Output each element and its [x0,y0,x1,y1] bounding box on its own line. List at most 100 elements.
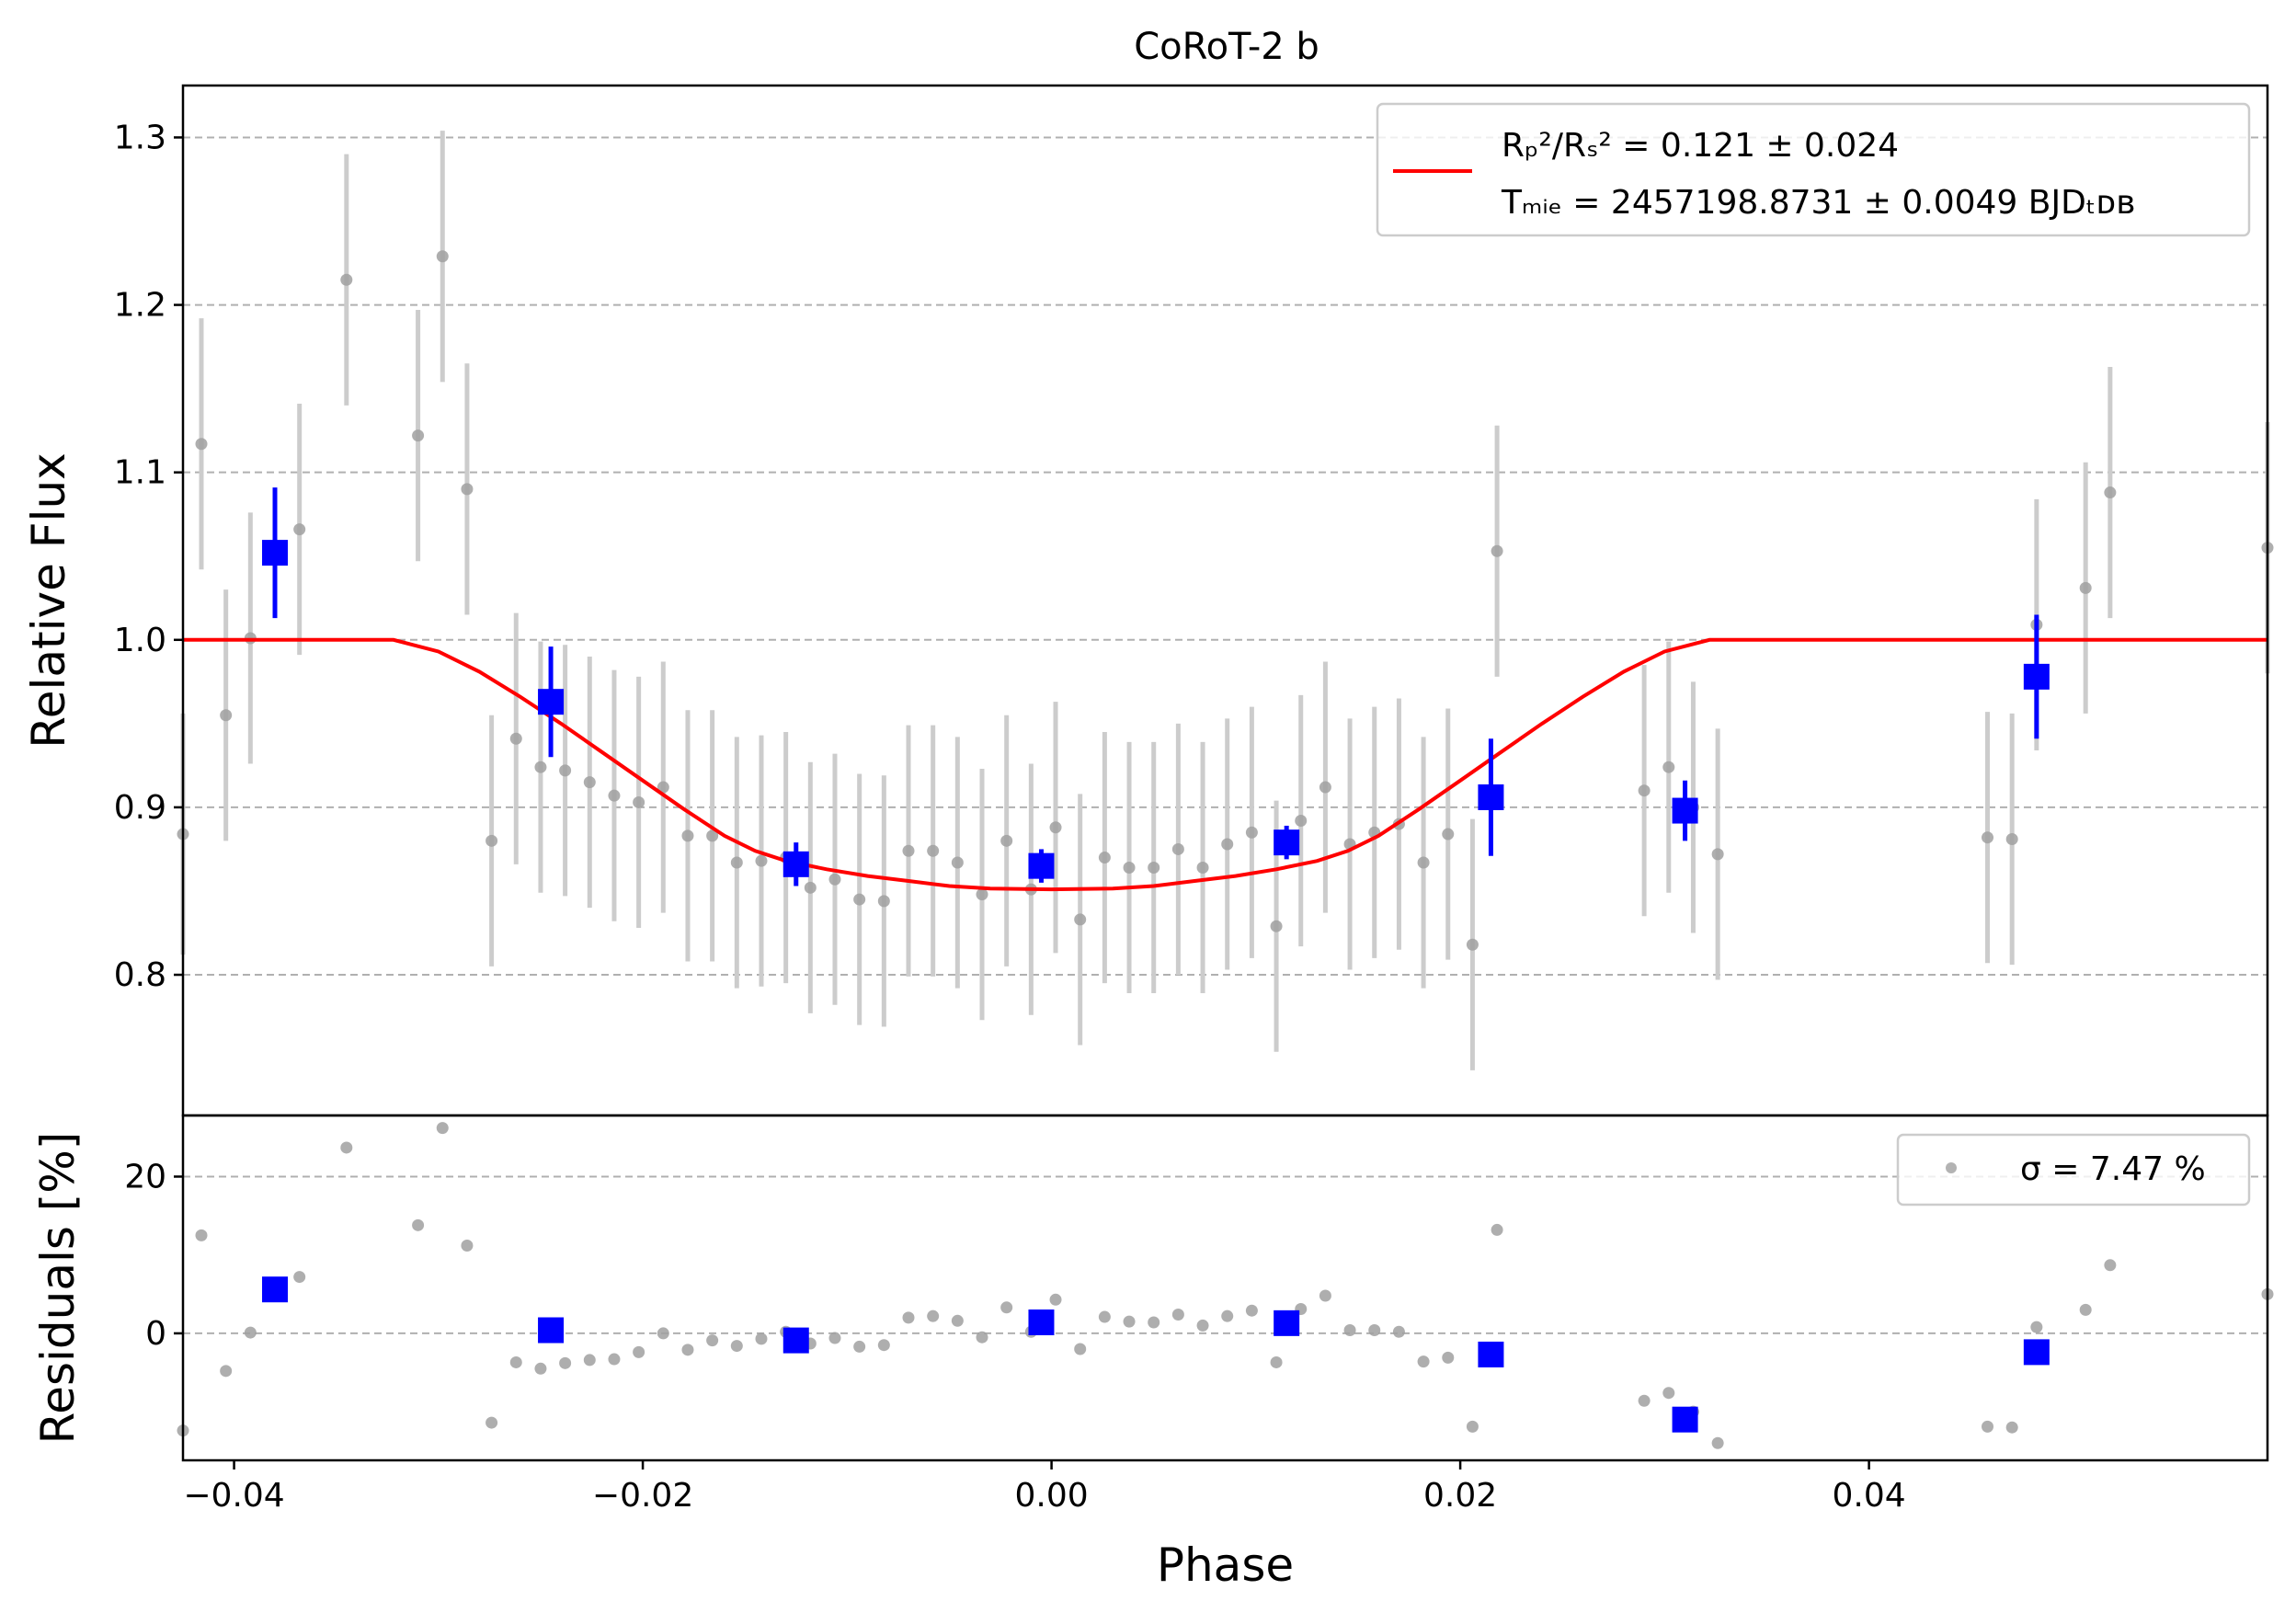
residual-point [461,1239,474,1252]
residual-point [1343,1324,1356,1337]
residual-point [1491,1223,1503,1236]
raw-point [559,764,572,777]
residual-point [1368,1324,1381,1337]
binned-residual-point [1274,1309,1300,1336]
residual-point [608,1353,621,1366]
top-binned-series [262,487,2050,886]
residual-point [1638,1394,1651,1407]
residual-point [1123,1315,1136,1328]
residual-point [2030,1321,2043,1333]
raw-point [220,709,233,722]
raw-point [927,844,940,857]
binned-point [782,851,809,877]
raw-point [1466,938,1479,951]
transit-model-line [183,637,2267,892]
raw-point [1123,861,1136,874]
binned-residual-point [782,1327,809,1354]
residual-point [340,1141,353,1154]
residual-point [1392,1325,1405,1338]
raw-point [1221,838,1234,851]
raw-point [755,854,768,867]
x-tick-label: 0.00 [1015,1477,1089,1515]
x-axis-label: Phase [1157,1538,1294,1592]
residual-point [1711,1436,1724,1449]
binned-residual-point [1028,1309,1055,1335]
bottom-binned-series [262,1276,2050,1433]
residual-point [927,1309,940,1322]
raw-point [1295,814,1308,827]
binned-point [1028,852,1055,879]
raw-point [657,781,669,794]
residual-point [2079,1303,2092,1316]
top-y-axis-label: Relative Flux [22,452,75,748]
raw-point [1442,828,1455,841]
residual-point [220,1365,233,1378]
binned-point [1478,783,1504,810]
raw-point [1662,761,1675,773]
residual-point [1049,1293,1062,1306]
raw-point [828,873,841,886]
top-legend-box [1376,102,2251,237]
residual-point [1245,1304,1258,1317]
raw-point [1000,834,1013,847]
bottom-y-ticks: 0 20 [124,1158,183,1353]
raw-point [633,795,645,808]
top-y-tick-label: 0.8 [114,956,166,994]
raw-point [2005,833,2018,846]
raw-point [1319,781,1331,794]
raw-point [534,761,547,773]
residual-point [828,1332,841,1344]
residual-point [1270,1355,1283,1368]
residual-point [1000,1301,1013,1314]
residual-point [1466,1420,1479,1433]
x-tick-label: 0.02 [1423,1477,1497,1515]
top-y-ticks: 0.8 0.9 1.0 1.1 1.2 1.3 [114,119,183,994]
raw-point [1270,920,1283,932]
raw-point [293,523,306,536]
residual-point [633,1345,645,1358]
legend-sigma: σ = 7.47 % [2020,1150,2206,1188]
residual-point [1221,1309,1234,1322]
raw-point [195,438,208,451]
raw-point [902,844,915,857]
raw-point [1074,913,1087,926]
residual-point [902,1311,915,1324]
legend-radius-ratio: Rₚ²/Rₛ² = 0.121 ± 0.024 [1502,127,1899,165]
raw-point [509,732,522,745]
legend-mid-transit: Tₘᵢₑ = 2457198.8731 ± 0.0049 BJDₜᴅʙ [1501,184,2135,222]
x-tick-label: −0.02 [592,1477,693,1515]
raw-point [1711,848,1724,861]
raw-point [730,856,743,869]
chart-title: CoRoT-2 b [1134,26,1319,68]
residual-point [412,1218,425,1231]
raw-point [1638,784,1651,797]
residual-point [1148,1316,1160,1329]
raw-point [877,895,890,908]
raw-point [1098,852,1111,864]
residual-point [1196,1319,1209,1332]
bottom-legend-box [1896,1133,2251,1207]
binned-residual-point [1672,1406,1698,1433]
raw-point [461,483,474,496]
residual-point [853,1340,866,1353]
residual-point [1982,1420,1994,1433]
raw-point [951,856,964,869]
raw-point [853,893,866,906]
bottom-y-tick-label: 0 [145,1315,166,1353]
raw-point [1245,826,1258,839]
raw-point [1049,821,1062,834]
bottom-y-tick-label: 20 [124,1158,166,1195]
raw-point [706,829,719,842]
residual-point [1417,1355,1430,1368]
residual-point [534,1362,547,1375]
residual-point [681,1344,694,1356]
top-y-tick-label: 1.3 [114,119,166,156]
binned-point [1672,797,1698,824]
residual-point [485,1416,498,1429]
x-ticks: −0.04 −0.02 0.00 0.02 0.04 [183,1460,1906,1515]
binned-point [1274,829,1300,856]
raw-point [583,776,596,789]
raw-point [1982,831,1994,844]
